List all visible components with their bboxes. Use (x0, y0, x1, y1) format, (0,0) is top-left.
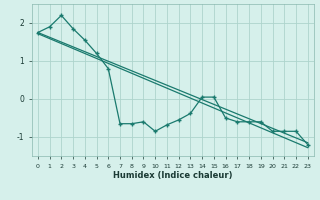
X-axis label: Humidex (Indice chaleur): Humidex (Indice chaleur) (113, 171, 233, 180)
